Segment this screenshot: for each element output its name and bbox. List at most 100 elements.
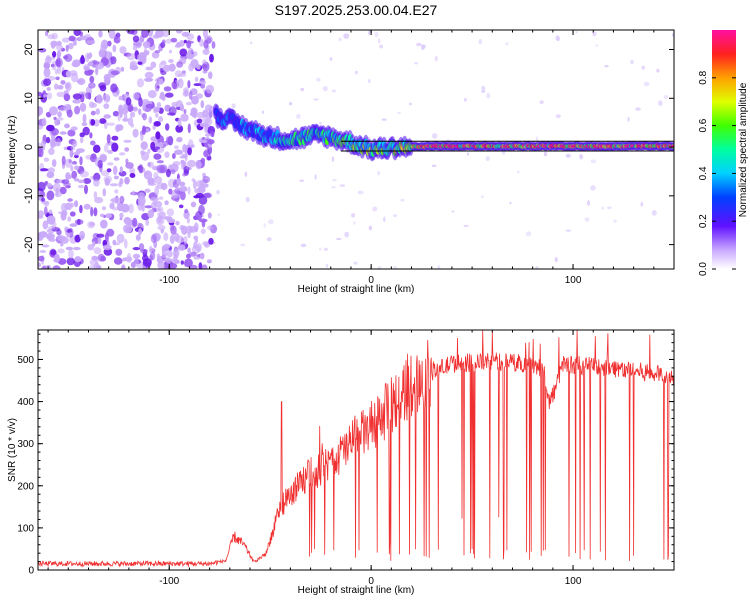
noise-blob (206, 37, 212, 44)
noise-blob (555, 35, 560, 41)
noise-blob (144, 71, 154, 79)
noise-blob (38, 262, 42, 268)
noise-blob (604, 64, 609, 68)
noise-blob (656, 68, 660, 73)
noise-blob (184, 208, 189, 214)
noise-blob (77, 218, 81, 226)
noise-blob (110, 70, 120, 76)
noise-blob (71, 170, 78, 179)
noise-blob (110, 83, 118, 93)
noise-blob (193, 235, 199, 240)
noise-blob (56, 44, 64, 51)
noise-blob (168, 188, 173, 195)
y-tick-label: 300 (17, 439, 34, 450)
noise-blob (119, 166, 123, 173)
noise-blob (378, 38, 381, 44)
noise-blob (268, 219, 274, 225)
noise-blob (138, 97, 143, 107)
noise-blob (53, 138, 60, 143)
noise-blob (150, 234, 157, 244)
noise-blob (288, 102, 293, 106)
noise-blob (43, 94, 47, 98)
noise-blob (156, 253, 160, 261)
noise-blob (147, 177, 155, 185)
noise-blob (263, 223, 266, 228)
noise-blob (322, 86, 328, 92)
noise-blob (590, 159, 597, 164)
noise-blob (204, 192, 213, 199)
noise-blob (331, 89, 336, 93)
noise-blob (202, 48, 210, 56)
noise-blob (195, 159, 202, 170)
noise-blob (431, 164, 437, 167)
noise-blob (205, 133, 211, 137)
y-tick-label: 500 (17, 355, 34, 366)
noise-blob (69, 211, 76, 217)
noise-blob (71, 61, 80, 68)
noise-blob (671, 33, 674, 37)
noise-blob (485, 156, 490, 162)
noise-blob (183, 165, 190, 175)
noise-blob (353, 221, 356, 225)
noise-blob (147, 148, 151, 154)
noise-blob (145, 103, 155, 109)
noise-blob (397, 111, 401, 115)
noise-blob (137, 195, 146, 206)
noise-blob (200, 228, 206, 235)
noise-blob (72, 40, 77, 46)
noise-blob (57, 235, 66, 242)
noise-blob (102, 244, 112, 251)
noise-blob (172, 161, 181, 166)
noise-blob (630, 59, 634, 64)
noise-blob (156, 164, 165, 174)
noise-blob (163, 243, 171, 249)
noise-blob (368, 225, 373, 231)
noise-blob (111, 142, 119, 152)
noise-blob (103, 114, 111, 119)
noise-blob (164, 200, 169, 206)
noise-blob (113, 175, 119, 180)
noise-blob (145, 66, 154, 71)
noise-blob (186, 217, 190, 224)
noise-blob (451, 210, 455, 213)
noise-blob (180, 113, 189, 122)
noise-blob (543, 151, 548, 157)
noise-blob (198, 204, 205, 215)
colorbar: 0.0 0.2 0.4 0.6 0.8 Normalized spectral ampl… (698, 30, 749, 276)
noise-blob (132, 35, 140, 43)
noise-blob (55, 76, 60, 81)
noise-blob (135, 234, 141, 241)
noise-blob (97, 159, 103, 169)
noise-blob (81, 122, 88, 127)
noise-blob (165, 123, 170, 131)
noise-blob (467, 152, 470, 156)
noise-blob (181, 70, 186, 75)
noise-blob (300, 243, 307, 248)
noise-blob (87, 62, 94, 67)
noise-blob (163, 86, 172, 92)
snr-x-label: Height of straight line (km) (298, 585, 415, 596)
noise-blob (48, 147, 55, 155)
noise-blob (183, 235, 188, 245)
noise-blob (166, 218, 176, 223)
noise-blob (579, 153, 584, 160)
noise-blob (99, 213, 105, 218)
noise-blob (83, 65, 90, 71)
noise-blob (179, 181, 186, 187)
noise-blob (325, 263, 329, 268)
noise-blob (480, 195, 484, 199)
noise-blob (186, 40, 192, 49)
noise-blob (141, 213, 150, 221)
noise-blob (199, 139, 208, 143)
noise-blob (174, 149, 183, 155)
noise-blob (595, 44, 599, 47)
noise-blob (432, 133, 438, 139)
noise-blob (183, 87, 189, 94)
noise-blob (344, 231, 350, 238)
noise-blob (102, 188, 107, 197)
noise-blob (118, 95, 123, 101)
noise-blob (132, 253, 141, 259)
noise-blob (87, 221, 95, 229)
noise-blob (84, 184, 88, 195)
noise-blob (201, 264, 208, 269)
